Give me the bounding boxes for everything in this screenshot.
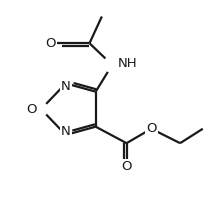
Text: NH: NH	[117, 57, 137, 70]
Text: N: N	[61, 125, 71, 138]
Text: O: O	[121, 160, 132, 173]
Text: O: O	[27, 103, 37, 116]
Text: O: O	[146, 122, 156, 135]
Text: N: N	[61, 80, 71, 93]
Text: O: O	[45, 37, 56, 50]
